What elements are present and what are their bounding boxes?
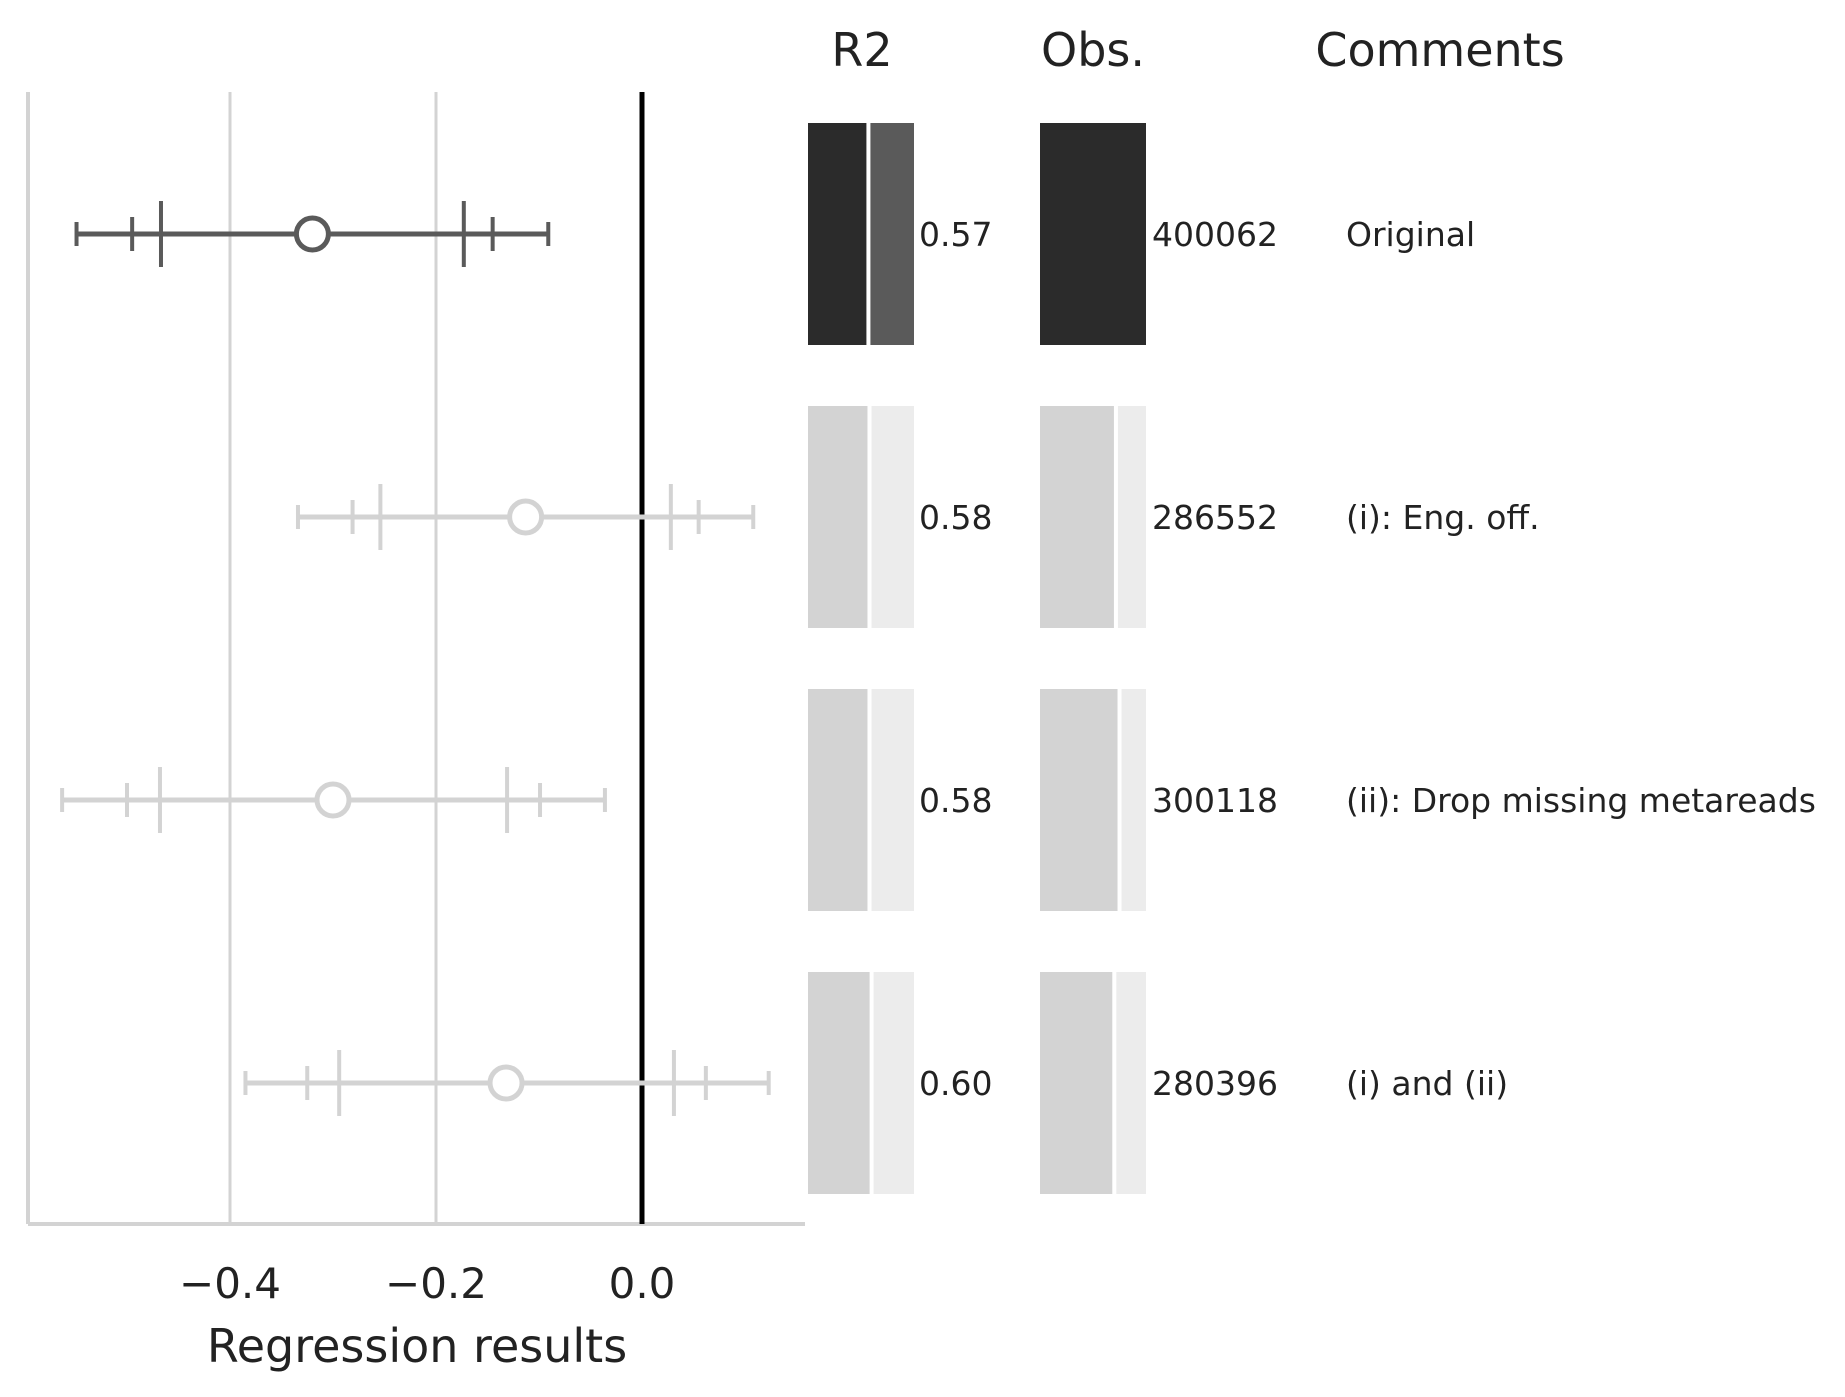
x-tick-label: −0.4	[179, 1259, 281, 1308]
x-tick-label: 0.0	[609, 1259, 676, 1308]
x-axis-label: Regression results	[207, 1319, 627, 1373]
r2-bar-fill	[808, 689, 870, 911]
comment-label: Original	[1346, 215, 1475, 254]
point-estimate	[314, 781, 352, 819]
obs-value-label: 300118	[1152, 781, 1278, 820]
obs-bar-fill	[1040, 406, 1116, 628]
point-estimate	[293, 215, 331, 253]
obs-bar-fill	[1040, 689, 1120, 911]
comment-label: (i): Eng. off.	[1346, 498, 1540, 537]
obs-value-label: 286552	[1152, 498, 1278, 537]
r2-value-label: 0.58	[919, 781, 992, 820]
x-tick-label: −0.2	[385, 1259, 487, 1308]
r2-bar-fill	[808, 972, 872, 1194]
r2-bar-fill	[808, 406, 870, 628]
grid-lines	[228, 92, 438, 1224]
comment-label: (ii): Drop missing metareads	[1346, 781, 1816, 820]
obs-column-header: Obs.	[1041, 23, 1145, 77]
regression-row: 0.57 400062 Original	[74, 123, 1475, 345]
point-estimate	[487, 1064, 525, 1102]
obs-bar-fill	[1040, 123, 1146, 345]
comment-label: (i) and (ii)	[1346, 1064, 1508, 1103]
r2-value-label: 0.60	[919, 1064, 992, 1103]
r2-value-label: 0.58	[919, 498, 992, 537]
obs-bar-fill	[1040, 972, 1115, 1194]
r2-value-label: 0.57	[919, 215, 992, 254]
regression-rows: 0.57 400062 Original 0.58 286552 (i): Eng. of…	[60, 123, 1816, 1194]
axes: −0.4 −0.2 0.0	[26, 92, 805, 1308]
regression-row: 0.60 280396 (i) and (ii)	[243, 972, 1508, 1194]
obs-value-label: 280396	[1152, 1064, 1278, 1103]
regression-row: 0.58 286552 (i): Eng. off.	[295, 406, 1540, 628]
r2-column-header: R2	[831, 23, 892, 77]
r2-bar-fill	[808, 123, 869, 345]
point-estimate	[507, 498, 545, 536]
obs-value-label: 400062	[1152, 215, 1278, 254]
comments-column-header: Comments	[1315, 23, 1564, 77]
regression-row: 0.58 300118 (ii): Drop missing metareads	[60, 689, 1816, 911]
